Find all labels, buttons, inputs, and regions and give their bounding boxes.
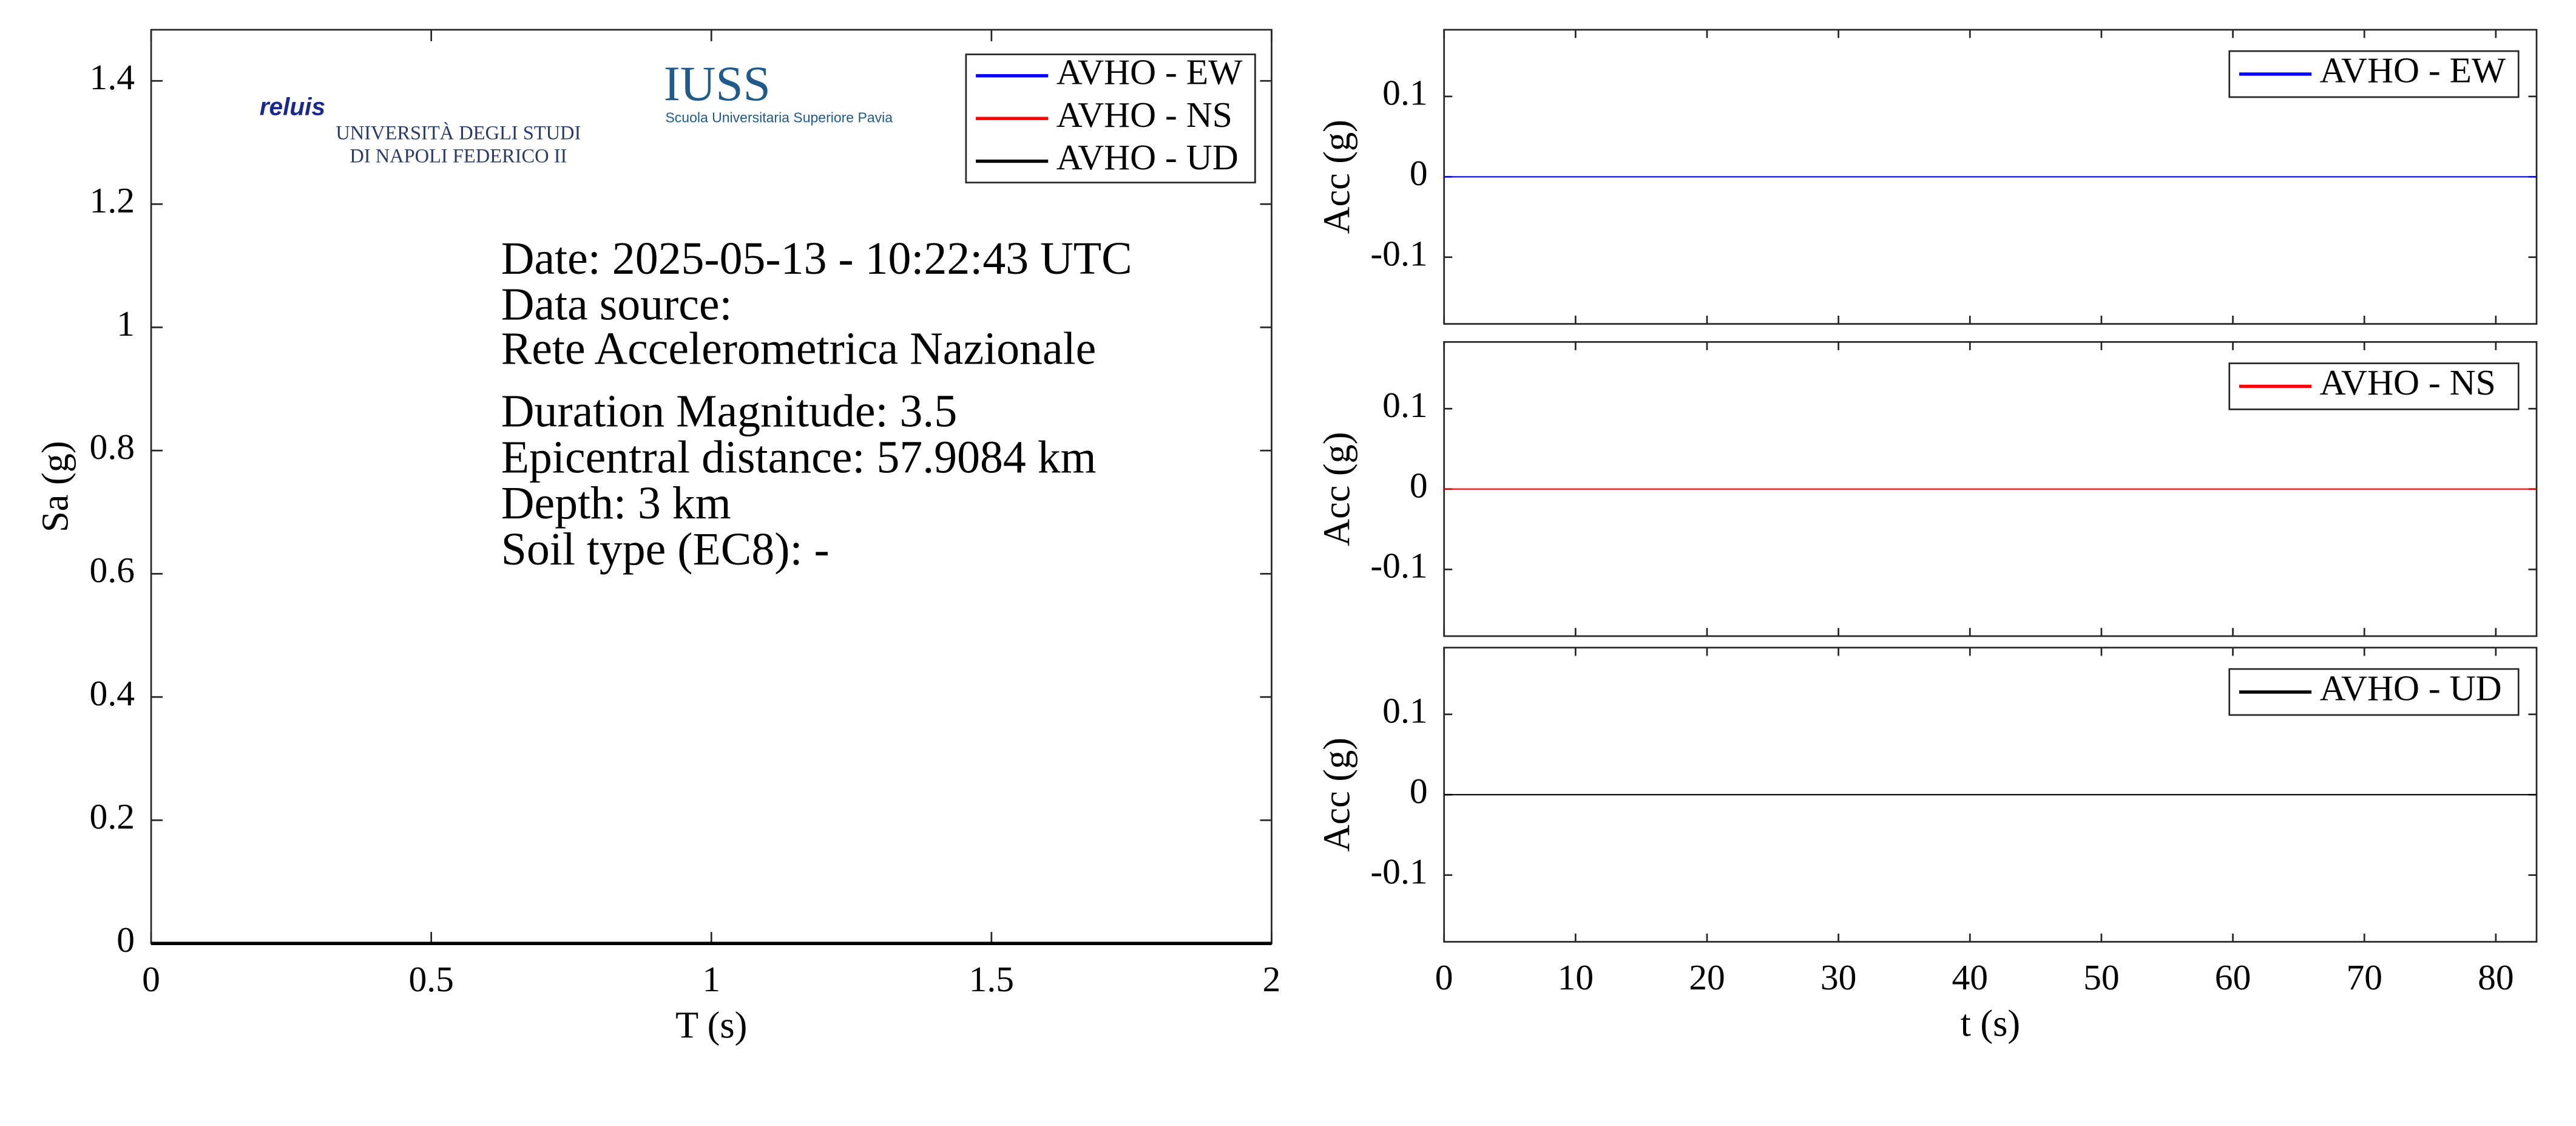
y-tick-label: 1 bbox=[117, 304, 135, 344]
y-tick-label: 1.2 bbox=[90, 180, 135, 220]
logo-text: Scuola Universitaria Superiore Pavia bbox=[665, 109, 893, 125]
annotation: Rete Accelerometrica Nazionale bbox=[501, 324, 1097, 375]
y-tick-label: 0 bbox=[117, 920, 135, 960]
x-axis-label: T (s) bbox=[675, 1005, 747, 1046]
y-tick-label: 0.8 bbox=[90, 427, 135, 467]
annotation: Data source: bbox=[501, 279, 732, 330]
y-tick-label: -0.1 bbox=[1370, 546, 1427, 586]
x-tick-label: 0.5 bbox=[408, 959, 453, 999]
legend-label: AVHO - NS bbox=[2320, 362, 2496, 402]
legend: AVHO - NS bbox=[2228, 362, 2520, 410]
legend-box bbox=[2228, 362, 2520, 410]
y-tick-label: -0.1 bbox=[1370, 233, 1427, 273]
x-tick-label: 70 bbox=[2346, 957, 2382, 997]
x-tick-label: 10 bbox=[1558, 957, 1594, 997]
logo-text: IUSS bbox=[664, 56, 771, 111]
y-tick-label: -0.1 bbox=[1370, 851, 1427, 891]
y-axis-label: Acc (g) bbox=[1316, 120, 1357, 234]
x-tick-label: 80 bbox=[2478, 957, 2514, 997]
x-tick-label: 20 bbox=[1689, 957, 1725, 997]
y-tick-label: 0.1 bbox=[1382, 690, 1427, 730]
y-tick-label: 0.1 bbox=[1382, 73, 1427, 113]
y-tick-label: 0 bbox=[1410, 465, 1428, 505]
y-axis-label: Sa (g) bbox=[35, 441, 76, 532]
annotation: Depth: 3 km bbox=[501, 478, 731, 529]
x-tick-label: 1.5 bbox=[969, 959, 1014, 999]
annotation: Soil type (EC8): - bbox=[501, 524, 830, 575]
x-tick-label: 60 bbox=[2215, 957, 2251, 997]
x-axis-label: t (s) bbox=[1961, 1003, 2021, 1045]
y-tick-label: 0 bbox=[1410, 153, 1428, 193]
annotation: Epicentral distance: 57.9084 km bbox=[501, 432, 1097, 483]
x-tick-label: 30 bbox=[1820, 957, 1857, 997]
annotation: Date: 2025-05-13 - 10:22:43 UTC bbox=[501, 233, 1132, 284]
legend-label: AVHO - NS bbox=[1056, 95, 1232, 135]
legend-label: AVHO - UD bbox=[1056, 137, 1239, 177]
x-tick-label: 0 bbox=[1435, 957, 1453, 997]
x-tick-label: 2 bbox=[1263, 959, 1281, 999]
y-axis-label: Acc (g) bbox=[1316, 432, 1357, 546]
y-axis-label: Acc (g) bbox=[1316, 738, 1357, 852]
logo-text: UNIVERSITÀ DEGLI STUDI bbox=[336, 123, 581, 144]
y-tick-label: 0.6 bbox=[90, 550, 135, 590]
annotation: Duration Magnitude: 3.5 bbox=[501, 386, 958, 437]
logo-text: reluis bbox=[260, 93, 325, 121]
legend-label: AVHO - UD bbox=[2320, 668, 2502, 708]
y-tick-label: 1.4 bbox=[90, 57, 135, 97]
x-tick-label: 50 bbox=[2083, 957, 2120, 997]
y-tick-label: 0.2 bbox=[90, 796, 135, 836]
legend-label: AVHO - EW bbox=[2320, 50, 2506, 90]
y-tick-label: 0.4 bbox=[90, 673, 135, 713]
logo-text: DI NAPOLI FEDERICO II bbox=[350, 146, 567, 168]
legend: AVHO - EW bbox=[2228, 50, 2520, 98]
legend-label: AVHO - EW bbox=[1056, 52, 1243, 92]
y-tick-label: 0.1 bbox=[1382, 385, 1427, 425]
x-tick-label: 0 bbox=[142, 959, 160, 999]
x-tick-label: 1 bbox=[702, 959, 720, 999]
y-tick-label: 0 bbox=[1410, 771, 1428, 811]
legend: AVHO - UD bbox=[2228, 668, 2520, 716]
x-tick-label: 40 bbox=[1952, 957, 1989, 997]
